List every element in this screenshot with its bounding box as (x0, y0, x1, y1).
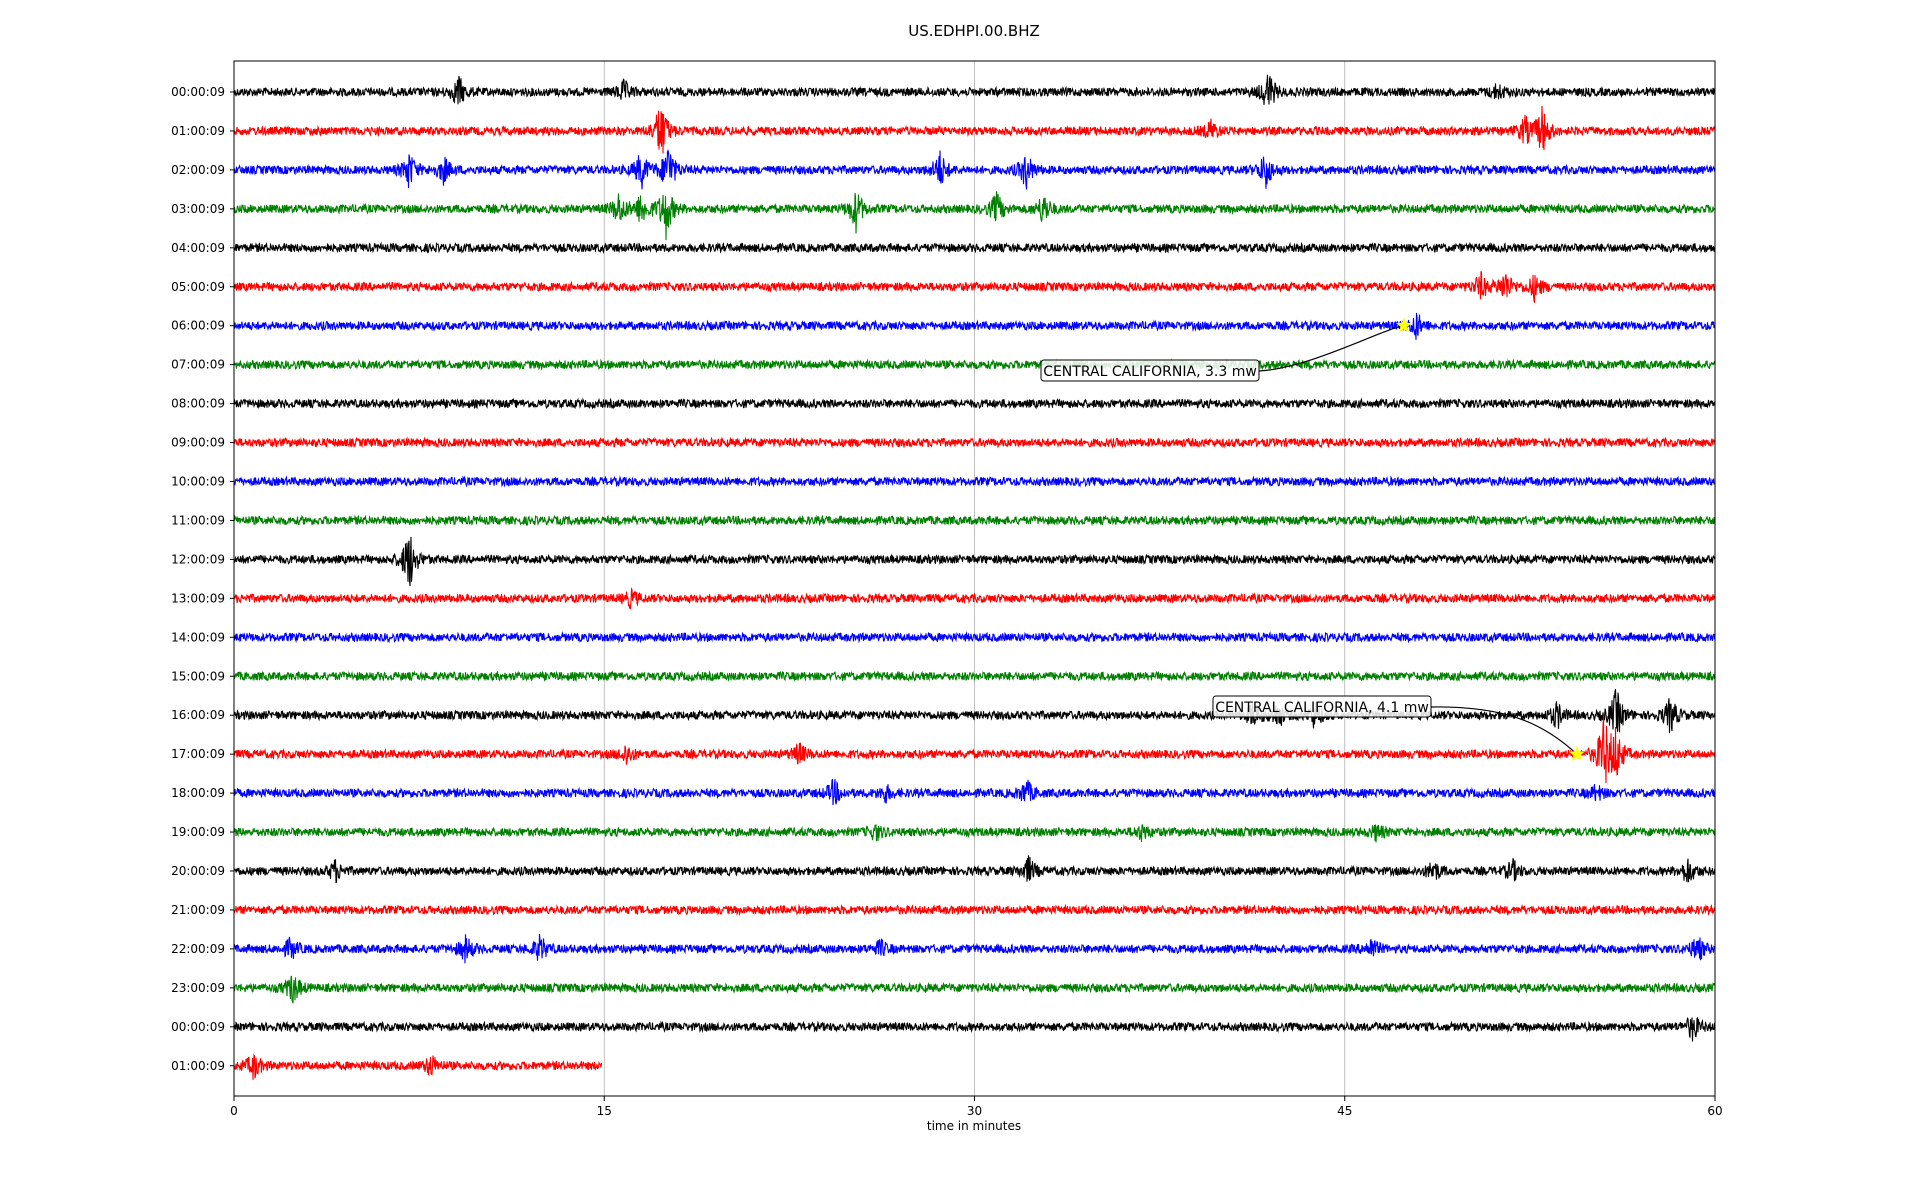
trace-7 (233, 358, 1716, 371)
event-annotations: CENTRAL CALIFORNIA, 3.3 mw CENTRAL CALIFO… (1040, 317, 1585, 761)
y-tick-label-0: 00:00:09 (171, 85, 225, 99)
event-star-0 (1395, 317, 1412, 333)
x-axis-label: time in minutes (927, 1119, 1021, 1133)
y-tick-label-8: 08:00:09 (171, 397, 225, 411)
trace-25 (233, 1053, 603, 1080)
y-tick-label-15: 15:00:09 (171, 669, 225, 683)
y-tick-label-14: 14:00:09 (171, 630, 225, 644)
trace-10 (233, 475, 1716, 488)
y-tick-label-20: 20:00:09 (171, 864, 225, 878)
annotation-box-0 (1040, 359, 1260, 382)
y-tick-label-2: 02:00:09 (171, 163, 225, 177)
trace-23 (233, 975, 1716, 1004)
trace-21 (233, 903, 1716, 917)
trace-8 (233, 397, 1716, 410)
trace-24 (233, 1016, 1716, 1042)
event-star-1 (1568, 745, 1585, 761)
y-tick-label-17: 17:00:09 (171, 747, 225, 761)
x-gridlines (603, 61, 1346, 1096)
y-tick-label-1: 01:00:09 (171, 124, 225, 138)
y-tick-label-16: 16:00:09 (171, 708, 225, 722)
x-tick-label-2: 30 (967, 1104, 982, 1118)
trace-17 (233, 715, 1716, 784)
trace-18 (233, 778, 1716, 806)
y-tick-label-4: 04:00:09 (171, 241, 225, 255)
trace-15 (233, 669, 1716, 683)
annotation-box-1 (1212, 695, 1432, 718)
y-tick-label-22: 22:00:09 (171, 942, 225, 956)
trace-1 (233, 105, 1716, 154)
x-tick-label-1: 15 (597, 1104, 612, 1118)
trace-3 (233, 191, 1716, 241)
y-tick-label-18: 18:00:09 (171, 786, 225, 800)
trace-12 (233, 536, 1716, 586)
y-tick-label-25: 01:00:09 (171, 1059, 225, 1073)
trace-20 (233, 855, 1716, 884)
y-tick-label-11: 11:00:09 (171, 513, 225, 527)
annotation-label-1: CENTRAL CALIFORNIA, 4.1 mw (1215, 700, 1429, 716)
trace-6 (233, 312, 1716, 340)
annotation-label-0: CENTRAL CALIFORNIA, 3.3 mw (1043, 364, 1257, 380)
x-tick-label-4: 60 (1707, 1104, 1722, 1118)
y-tick-label-5: 05:00:09 (171, 280, 225, 294)
trace-13 (233, 587, 1716, 610)
trace-4 (233, 241, 1716, 255)
x-axis: 0 15 30 45 60 (230, 1096, 1723, 1118)
y-tick-label-3: 03:00:09 (171, 202, 225, 216)
annotation-connector-1 (1430, 706, 1578, 755)
x-tick-label-0: 0 (230, 1104, 238, 1118)
y-tick-label-23: 23:00:09 (171, 981, 225, 995)
trace-group (233, 74, 1716, 1080)
trace-9 (233, 436, 1716, 449)
annotation-connector-0 (1258, 325, 1405, 372)
y-tick-label-10: 10:00:09 (171, 475, 225, 489)
y-tick-label-7: 07:00:09 (171, 358, 225, 372)
trace-22 (233, 933, 1716, 964)
trace-11 (233, 514, 1716, 527)
trace-16 (233, 689, 1716, 734)
y-axis: 00:00:09 01:00:09 02:00:09 03:00:09 04:00:09… (171, 85, 234, 1073)
y-tick-label-12: 12:00:09 (171, 552, 225, 566)
y-tick-label-9: 09:00:09 (171, 436, 225, 450)
trace-2 (233, 149, 1716, 190)
y-tick-label-19: 19:00:09 (171, 825, 225, 839)
y-tick-label-13: 13:00:09 (171, 591, 225, 605)
y-tick-label-24: 00:00:09 (171, 1020, 225, 1034)
x-tick-label-3: 45 (1337, 1104, 1352, 1118)
trace-19 (233, 824, 1716, 843)
trace-14 (233, 630, 1716, 644)
chart-title: US.EDHPI.00.BHZ (908, 22, 1040, 40)
y-tick-label-6: 06:00:09 (171, 319, 225, 333)
trace-5 (233, 271, 1716, 303)
y-tick-label-21: 21:00:09 (171, 903, 225, 917)
trace-0 (233, 74, 1716, 105)
